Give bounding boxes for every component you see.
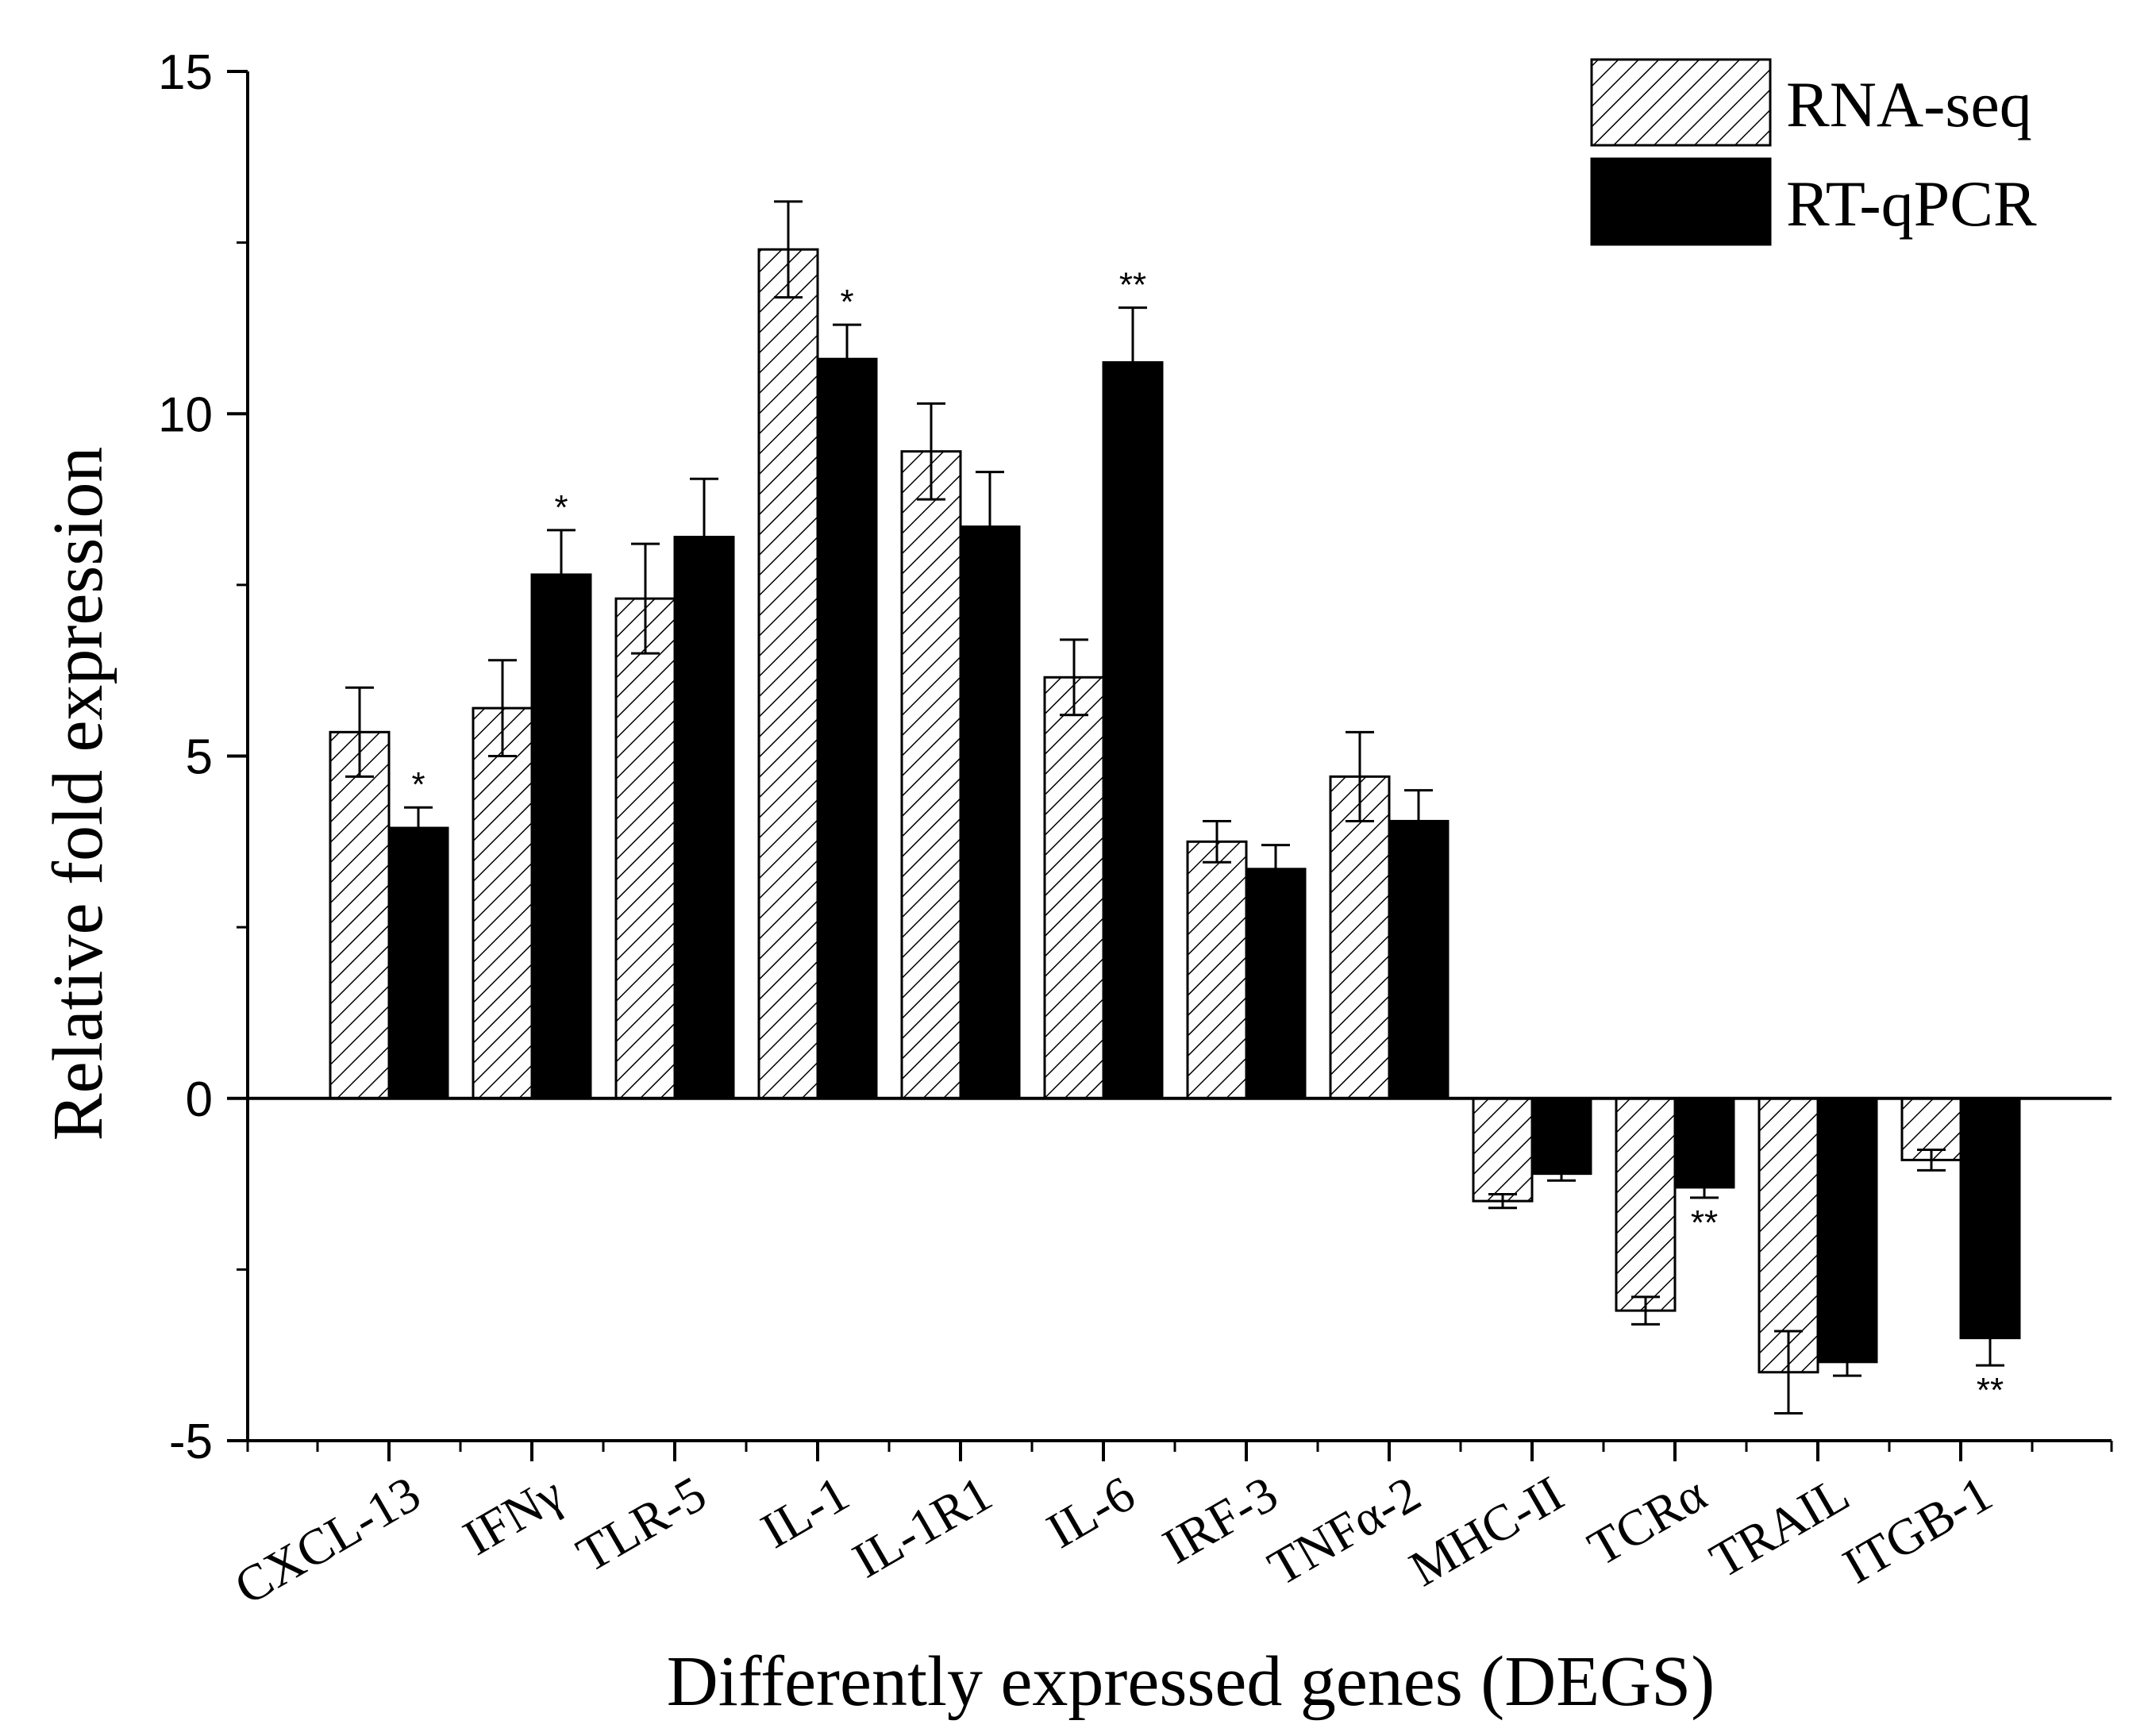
significance-mark: ** (1119, 266, 1146, 305)
y-tick-label: 15 (158, 45, 213, 100)
bar-rnaseq-5 (1043, 675, 1105, 1100)
x-tick-label: TRAIL (1700, 1465, 1858, 1589)
bar-rnaseq-9 (1615, 1097, 1677, 1312)
bar-rnaseq-3 (757, 248, 819, 1100)
legend-swatch-rtqpcr (1590, 157, 1772, 246)
x-tick-label: IL-6 (1038, 1465, 1144, 1559)
significance-mark: * (840, 283, 853, 321)
bar-rtqpcr-1 (530, 573, 592, 1100)
significance-mark: * (554, 488, 568, 527)
significance-mark: * (411, 765, 425, 804)
x-tick-label: TLR-5 (568, 1465, 715, 1584)
bar-rtqpcr-8 (1530, 1097, 1592, 1176)
bar-rnaseq-8 (1472, 1097, 1534, 1203)
bar-rtqpcr-9 (1673, 1097, 1735, 1189)
bars-group (329, 200, 2021, 1414)
bar-rnaseq-1 (472, 706, 533, 1100)
bar-rtqpcr-10 (1816, 1097, 1878, 1364)
y-tick-label: 0 (186, 1072, 213, 1127)
x-tick-label: TNFα-2 (1259, 1465, 1430, 1596)
bar-rtqpcr-6 (1245, 868, 1307, 1100)
legend-label-rnaseq: RNA-seq (1786, 68, 2032, 140)
bar-rnaseq-2 (614, 597, 676, 1100)
legend: RNA-seq RT-qPCR (1590, 58, 2037, 246)
bar-rnaseq-4 (900, 450, 962, 1100)
bar-rtqpcr-4 (959, 525, 1021, 1100)
significance-mark: ** (1691, 1203, 1718, 1242)
bar-rnaseq-7 (1329, 775, 1391, 1100)
axes-group (227, 70, 2113, 1461)
x-tick-label: IL-1 (752, 1465, 858, 1559)
y-axis-title: Relative fold expression (39, 447, 117, 1141)
legend-swatch-rnaseq (1590, 58, 1772, 147)
x-axis-title: Differently expressed genes (DEGS) (667, 1642, 1715, 1721)
x-tick-label: ITGB-1 (1834, 1465, 2001, 1595)
y-tick-label: -5 (169, 1414, 213, 1469)
x-tick-label: TCRα (1579, 1465, 1715, 1576)
x-tick-label: CXCL-13 (225, 1465, 429, 1615)
bar-rtqpcr-2 (673, 536, 735, 1100)
y-tick-label: 5 (186, 730, 213, 785)
bar-rnaseq-6 (1186, 840, 1248, 1100)
bar-rtqpcr-5 (1102, 361, 1164, 1100)
y-tick-label: 10 (158, 387, 213, 442)
x-tick-label: MHC-II (1400, 1465, 1573, 1597)
bar-rtqpcr-0 (387, 826, 449, 1100)
x-tick-label: IL-1R1 (843, 1465, 1001, 1589)
significance-mark: ** (1977, 1371, 2004, 1410)
x-tick-label: IFNγ (454, 1465, 572, 1566)
bar-rtqpcr-3 (816, 357, 878, 1100)
bar-rnaseq-0 (329, 730, 391, 1100)
bar-rtqpcr-11 (1959, 1097, 2021, 1340)
bar-rtqpcr-7 (1388, 819, 1450, 1100)
legend-label-rtqpcr: RT-qPCR (1786, 167, 2037, 240)
